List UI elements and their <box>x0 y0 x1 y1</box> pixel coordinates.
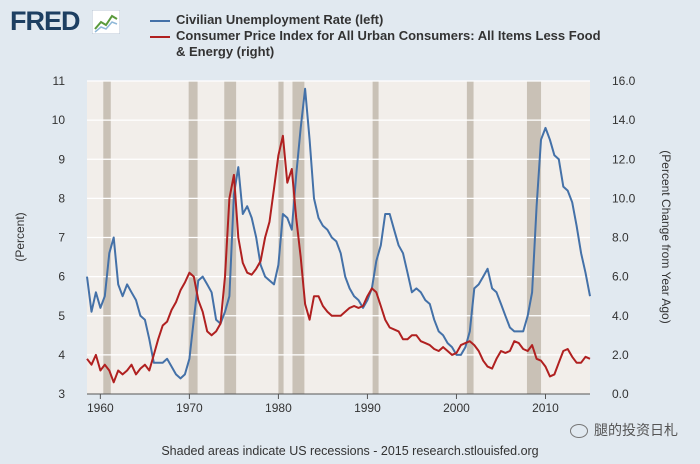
y-tick-label-right-2: 4.0 <box>612 309 629 323</box>
y-tick-label-right-7: 14.0 <box>612 113 636 127</box>
y-tick-label-right-0: 0.0 <box>612 387 629 401</box>
legend-label-cpi: Consumer Price Index for All Urban Consu… <box>176 28 601 43</box>
y-tick-label-left-7: 10 <box>52 113 66 127</box>
y-axis-label-right: (Percent Change from Year Ago) <box>659 150 673 323</box>
footer-note: Shaded areas indicate US recessions - 20… <box>161 444 539 458</box>
x-tick-label-2: 1980 <box>265 401 292 415</box>
x-tick-label-5: 2010 <box>532 401 559 415</box>
y-tick-label-left-6: 9 <box>58 152 65 166</box>
x-tick-label-3: 1990 <box>354 401 381 415</box>
x-tick-label-4: 2000 <box>443 401 470 415</box>
y-tick-label-left-0: 3 <box>58 387 65 401</box>
series-line-cpi <box>86 134 591 384</box>
legend-item-cpi: Consumer Price Index for All Urban Consu… <box>150 28 601 44</box>
legend-item-cpi-continued: & Energy (right) <box>150 44 601 60</box>
fred-logo-mark-icon <box>92 10 120 34</box>
chart-legend: Civilian Unemployment Rate (left) Consum… <box>150 12 601 60</box>
legend-item-unemployment: Civilian Unemployment Rate (left) <box>150 12 601 28</box>
y-tick-label-right-8: 16.0 <box>612 74 636 88</box>
y-tick-label-left-8: 11 <box>53 74 66 88</box>
y-tick-label-left-4: 7 <box>58 231 65 245</box>
y-tick-label-right-5: 10.0 <box>612 191 636 205</box>
y-tick-label-right-3: 6.0 <box>612 270 629 284</box>
y-tick-label-left-3: 6 <box>58 270 65 284</box>
watermark: 腿的投资日札 <box>570 420 678 440</box>
watermark-text: 腿的投资日札 <box>594 422 678 438</box>
x-tick-label-0: 1960 <box>87 401 114 415</box>
series-line-unemployment <box>86 87 591 380</box>
y-tick-label-left-2: 5 <box>58 309 65 323</box>
legend-swatch-unemployment <box>150 20 170 22</box>
x-tick-label-1: 1970 <box>176 401 203 415</box>
legend-label-cpi-continued: & Energy (right) <box>176 44 275 59</box>
wechat-icon <box>570 424 588 439</box>
legend-label-unemployment: Civilian Unemployment Rate (left) <box>176 12 384 27</box>
y-tick-label-right-6: 12.0 <box>612 152 636 166</box>
y-tick-label-right-1: 2.0 <box>612 348 629 362</box>
y-tick-label-left-5: 8 <box>58 191 65 205</box>
fred-logo: FRED <box>10 6 80 36</box>
y-tick-label-left-1: 4 <box>58 348 65 362</box>
y-tick-label-right-4: 8.0 <box>612 231 629 245</box>
y-axis-label-left: (Percent) <box>13 212 27 261</box>
legend-swatch-cpi <box>150 36 170 38</box>
